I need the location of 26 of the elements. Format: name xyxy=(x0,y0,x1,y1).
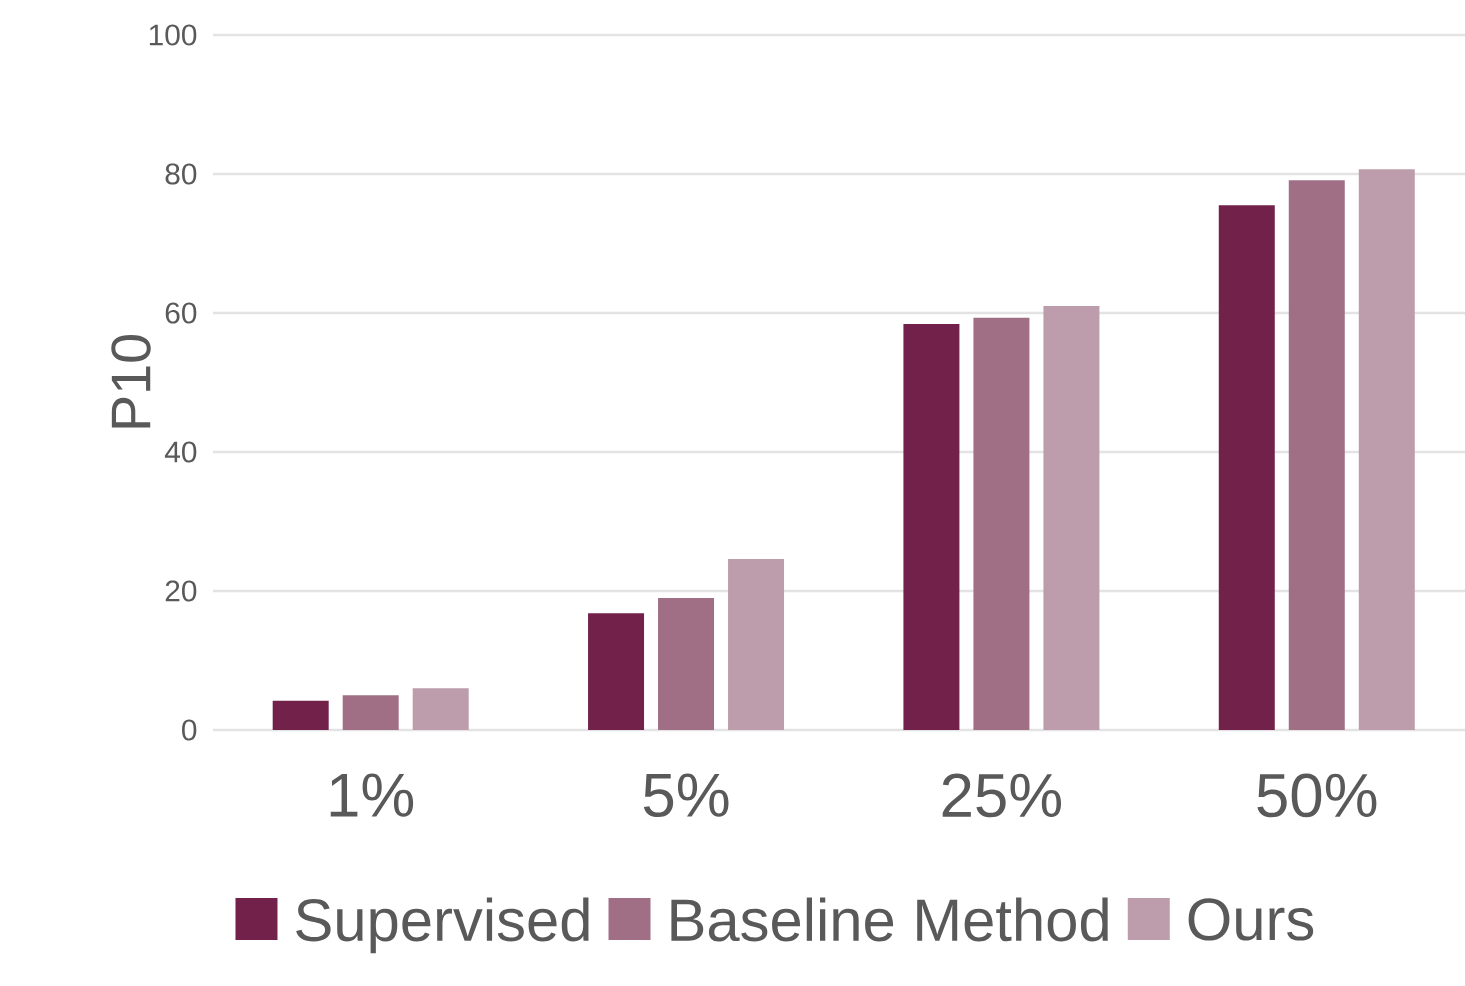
x-tick-label: 5% xyxy=(643,773,729,817)
y-tick-label: 80 xyxy=(165,163,197,185)
y-tick-label: 20 xyxy=(165,580,197,602)
legend-label: Baseline Method xyxy=(671,897,1108,942)
y-tick-label: 0 xyxy=(182,719,197,741)
x-tick-label: 25% xyxy=(942,773,1062,818)
bar xyxy=(1288,180,1345,730)
bar xyxy=(1218,205,1275,730)
y-tick-label: 60 xyxy=(165,302,197,324)
bar xyxy=(728,559,785,730)
bar xyxy=(658,597,715,730)
bar xyxy=(588,613,645,730)
y-tick-label: 100 xyxy=(149,24,197,46)
bar xyxy=(272,700,329,730)
x-tick-label: 1% xyxy=(330,773,414,817)
y-tick-label: 40 xyxy=(164,441,197,463)
legend-label: Ours xyxy=(1188,898,1314,941)
bar xyxy=(903,324,960,730)
bar xyxy=(973,317,1030,730)
x-tick-label: 50% xyxy=(1257,773,1377,818)
bar xyxy=(342,695,399,730)
legend-label: Supervised xyxy=(296,897,589,954)
bar xyxy=(1358,169,1415,730)
bar xyxy=(412,688,469,730)
bar xyxy=(1043,306,1100,730)
y-axis-title: P10 xyxy=(111,335,151,428)
